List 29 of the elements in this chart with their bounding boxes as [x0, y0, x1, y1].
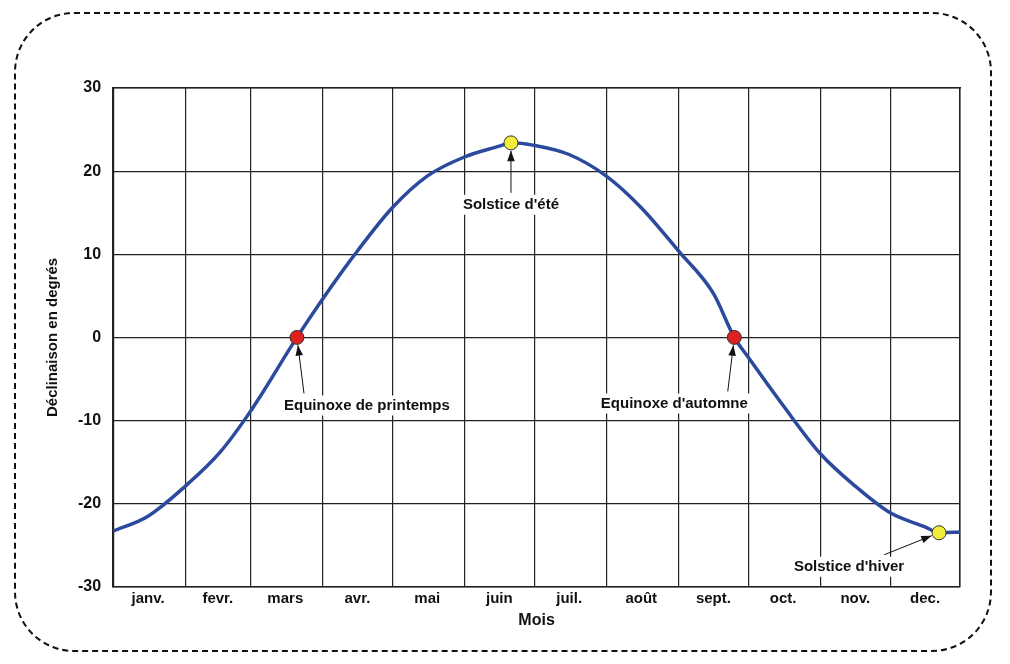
x-tick-label: juil. [555, 588, 583, 606]
y-tick-label: 20 [83, 161, 102, 179]
x-tick-label: sept. [695, 588, 731, 606]
point [503, 135, 519, 151]
annotation: Equinoxe d'automne [600, 393, 748, 411]
x-tick-label: mai [414, 588, 441, 606]
y-tick-label: 0 [92, 327, 102, 345]
x-tick-label: janv. [130, 588, 165, 606]
x-axis-title: Mois [518, 610, 555, 628]
point [726, 329, 742, 345]
point [289, 329, 305, 345]
annotation: Solstice d'hiver [793, 556, 905, 574]
x-tick-label: août [625, 588, 658, 606]
x-tick-label: avr. [344, 588, 371, 606]
x-tick-label: oct. [769, 588, 797, 606]
point [931, 525, 947, 541]
annotation: Equinoxe de printemps [284, 395, 450, 413]
y-tick-label: 10 [83, 244, 102, 262]
x-tick-label: dec. [910, 588, 941, 606]
y-axis-title: Déclinaison en degrés [43, 257, 61, 418]
annotation: Solstice d'été [462, 195, 560, 213]
x-tick-label: nov. [840, 588, 871, 606]
y-tick-label: 30 [83, 78, 102, 96]
y-tick-label: -10 [78, 410, 102, 428]
x-tick-label: juin [485, 588, 513, 606]
y-tick-label: -20 [78, 494, 102, 512]
x-tick-label: mars [267, 588, 304, 606]
x-tick-label: fevr. [202, 588, 234, 606]
y-tick-label: -30 [78, 577, 102, 595]
